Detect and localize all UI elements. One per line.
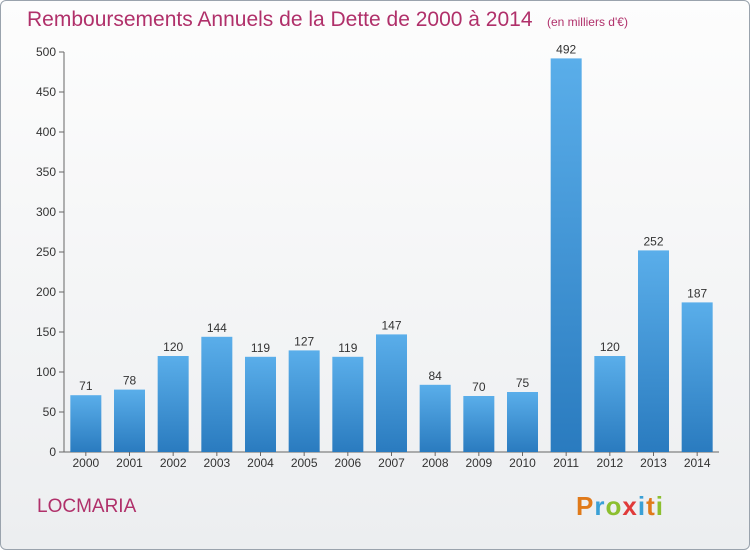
x-tick-label: 2000 — [72, 456, 99, 470]
y-tick-label: 100 — [36, 365, 56, 379]
bar — [245, 356, 276, 452]
x-tick-label: 2003 — [203, 456, 230, 470]
proxiti-logo: Proxiti — [576, 491, 664, 521]
bar — [463, 396, 495, 452]
data-labels: 71 78 120 144 119 127 119 147 84 70 75 492 120 252 187 — [79, 42, 707, 394]
x-tick-label: 2010 — [509, 456, 536, 470]
data-label: 71 — [79, 379, 93, 393]
bar — [550, 58, 582, 453]
data-label: 492 — [556, 42, 576, 56]
y-tick-label: 500 — [36, 45, 56, 59]
data-label: 119 — [251, 341, 270, 355]
bar — [332, 356, 364, 452]
data-label: 84 — [428, 369, 442, 383]
x-tick-label: 2001 — [116, 456, 143, 470]
bar — [681, 302, 713, 452]
y-tick-label: 450 — [36, 85, 56, 99]
y-tick-label: 300 — [36, 205, 56, 219]
y-tick-label: 400 — [36, 125, 56, 139]
x-tick-label: 2011 — [553, 456, 579, 470]
town-name: LOCMARIA — [37, 496, 137, 517]
x-tick-label: 2004 — [247, 456, 274, 470]
data-label: 252 — [643, 234, 663, 248]
x-tick-label: 2013 — [640, 456, 667, 470]
bar — [157, 356, 189, 452]
data-label: 75 — [516, 376, 530, 390]
x-tick-label: 2012 — [596, 456, 623, 470]
bar — [419, 384, 451, 452]
y-tick-label: 150 — [36, 325, 56, 339]
bar — [376, 334, 407, 452]
data-label: 187 — [687, 286, 707, 300]
bar — [594, 356, 626, 452]
data-label: 78 — [123, 374, 137, 388]
bar — [70, 395, 102, 452]
bar — [114, 389, 145, 452]
title-row: Remboursements Annuels de la Dette de 20… — [27, 8, 628, 32]
data-label: 127 — [294, 334, 314, 348]
x-tick-label: 2007 — [378, 456, 405, 470]
x-tick-label: 2009 — [465, 456, 492, 470]
y-tick-label: 250 — [36, 245, 56, 259]
x-tick-label: 2008 — [422, 456, 449, 470]
data-label: 120 — [163, 340, 183, 354]
bar — [288, 350, 320, 452]
y-tick-label: 50 — [43, 405, 57, 419]
x-tick-label: 2005 — [291, 456, 318, 470]
x-tick-label: 2014 — [684, 456, 711, 470]
y-tick-label: 0 — [49, 445, 56, 459]
data-label: 120 — [600, 340, 620, 354]
bars — [70, 58, 713, 453]
data-label: 119 — [338, 341, 357, 355]
chart-title: Remboursements Annuels de la Dette de 20… — [27, 8, 533, 31]
bar — [638, 250, 669, 452]
x-tick-label: 2006 — [334, 456, 361, 470]
data-label: 144 — [207, 321, 227, 335]
data-label: 147 — [381, 318, 401, 332]
x-tick-label: 2002 — [160, 456, 187, 470]
y-tick-label: 350 — [36, 165, 56, 179]
chart-subtitle: (en milliers d'€) — [546, 15, 628, 29]
bar — [507, 392, 538, 452]
bar — [201, 336, 233, 452]
y-tick-label: 200 — [36, 285, 56, 299]
data-label: 70 — [472, 380, 486, 394]
